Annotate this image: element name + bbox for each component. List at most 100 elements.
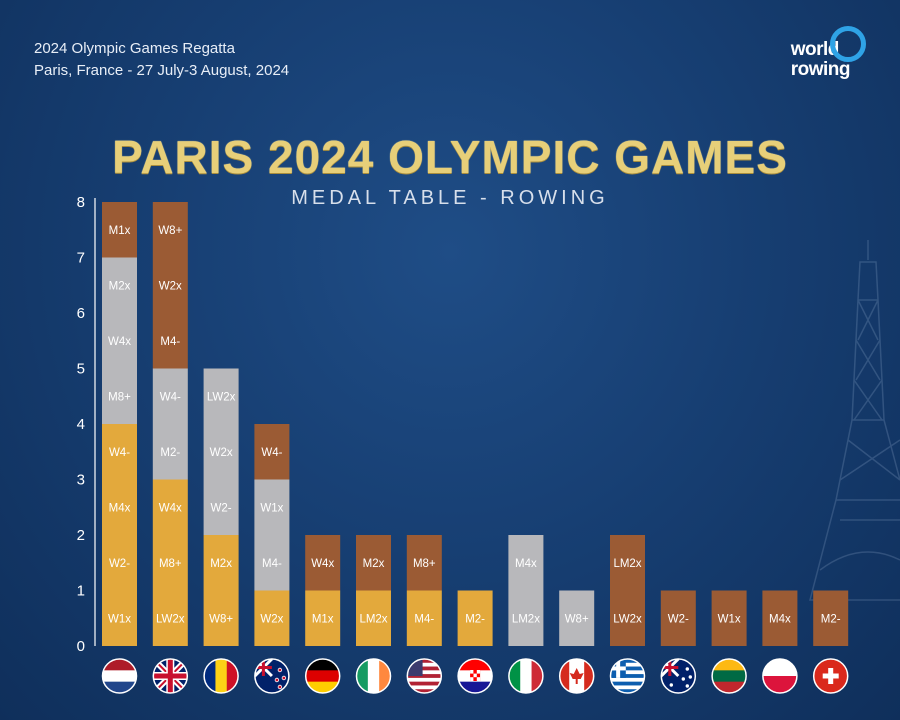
event-label: W2- [668,613,689,625]
event-label: M2- [465,613,485,625]
event-label: M2x [109,280,131,292]
bar-segment-gold [203,535,239,591]
chart-subtitle: MEDAL TABLE - ROWING [291,187,609,209]
y-tick-label: 1 [77,583,85,600]
bar-segment-gold [102,424,137,480]
y-tick-label: 8 [77,194,85,211]
germany-flag-icon [305,659,340,693]
bar-segment-silver [203,424,239,480]
bar-italy: LM2x M4x [508,535,544,646]
bar-segment-bronze [762,590,798,646]
flag-border [609,658,646,694]
event-label: LM2x [613,558,641,570]
flags-row [101,658,849,694]
bar-segment-bronze [813,590,849,646]
bar-lithuania: W1x [711,590,747,646]
y-tick-label: 4 [77,416,85,433]
flag-border [660,658,697,694]
netherlands-flag-icon [102,659,137,693]
bar-segment-silver [152,424,188,480]
bar-segment-gold [152,535,188,591]
flag-border [203,658,239,694]
bar-segment-gold [102,479,137,535]
italy-flag-icon [508,659,543,693]
bar-new-zealand: W2x M4- W1x W4- [254,424,290,646]
bar-segment-bronze [102,202,137,258]
y-tick-label: 3 [77,472,85,489]
bar-segment-gold [356,590,391,646]
bar-australia: W2- [660,590,696,646]
bar-segment-gold [457,590,493,646]
y-tick-label: 7 [77,250,85,267]
event-label: M4x [109,502,131,514]
bars: W1x W2- M4x W4- M8+ W4x M2x M1x LW2x M8+ W4x M2- W4-… [102,202,849,646]
logo-ring-icon [830,26,866,62]
canada-flag-icon [559,659,594,693]
bar-poland: M4x [762,590,798,646]
bar-switzerland: M2- [813,590,849,646]
y-tick-label: 5 [77,361,85,378]
great-britain-flag-icon [153,659,188,693]
bar-segment-silver [254,535,290,591]
event-label: W8+ [565,613,589,625]
event-label: W2x [159,280,182,292]
romania-flag-icon [204,659,239,693]
event-label: W4x [108,336,131,348]
flag-border [457,658,493,694]
event-label: M4- [160,336,180,348]
bar-segment-silver [203,479,239,535]
bar-germany: M1x W4x [305,535,341,646]
bar-greece: LW2x LM2x [610,535,645,646]
flag-border [355,658,392,694]
event-label: M1x [109,225,131,237]
bar-segment-bronze [610,590,645,646]
lithuania-flag-icon [712,659,747,693]
event-label: W4x [159,502,182,514]
flag-border [812,658,849,694]
bar-segment-gold [305,590,341,646]
bar-segment-silver [102,257,137,313]
event-label: W4- [261,447,282,459]
y-tick-label: 6 [77,305,85,322]
event-label: M4- [414,613,434,625]
greece-flag-icon [610,659,645,693]
bar-segment-bronze [711,590,747,646]
flag-border [101,658,138,694]
bar-segment-gold [152,590,188,646]
logo-line1: world [790,39,840,60]
croatia-flag-icon [458,659,493,693]
bar-segment-bronze [152,257,188,313]
event-label: W4x [311,558,334,570]
bar-segment-gold [203,590,239,646]
bar-segment-silver [152,368,188,424]
event-name: 2024 Olympic Games Regatta [34,40,235,57]
bar-segment-gold [406,590,442,646]
event-label: W2- [109,558,130,570]
event-label: W2- [211,502,232,514]
switzerland-flag-icon [813,659,848,693]
bar-segment-gold [254,590,290,646]
ireland-flag-icon [356,659,391,693]
bar-segment-silver [508,535,544,591]
event-label: M4- [262,558,282,570]
y-axis: 0 1 2 3 4 5 6 7 8 [77,194,96,655]
event-label: LM2x [512,613,540,625]
flag-border [558,658,595,694]
flag-border [254,658,290,694]
bar-segment-gold [102,590,137,646]
poland-flag-icon [762,659,797,693]
event-label: M4x [515,558,537,570]
flag-border [152,658,189,694]
bar-segment-silver [102,313,137,369]
event-label: W1x [108,613,131,625]
event-label: M2- [160,447,180,459]
event-location-dates: Paris, France - 27 July-3 August, 2024 [34,62,290,79]
event-label: W1x [260,502,283,514]
bar-romania: W8+ M2x W2- W2x LW2x [203,368,239,646]
event-label: LW2x [613,613,642,625]
bar-segment-bronze [254,424,290,480]
event-label: LW2x [207,391,236,403]
bar-segment-bronze [406,535,442,591]
flag-border [762,658,798,694]
bar-segment-silver [559,590,595,646]
